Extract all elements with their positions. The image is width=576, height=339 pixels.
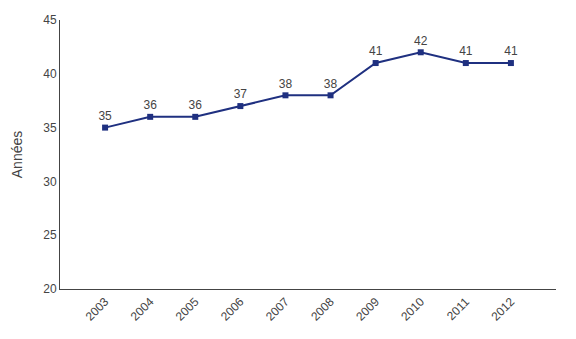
svg-text:41: 41 [459,44,473,58]
svg-text:2009: 2009 [353,295,382,324]
svg-text:37: 37 [234,87,248,101]
svg-text:2007: 2007 [263,295,292,324]
svg-text:25: 25 [43,228,57,242]
svg-text:2010: 2010 [398,295,427,324]
svg-text:38: 38 [279,77,293,91]
svg-text:30: 30 [43,175,57,189]
svg-text:45: 45 [43,13,57,27]
svg-text:36: 36 [144,98,158,112]
svg-text:20: 20 [43,282,57,296]
svg-text:42: 42 [414,34,428,48]
svg-text:35: 35 [43,121,57,135]
svg-text:2008: 2008 [308,295,337,324]
svg-text:41: 41 [369,44,383,58]
svg-text:2005: 2005 [173,295,202,324]
svg-text:Années: Années [9,131,25,178]
svg-text:2004: 2004 [128,295,157,324]
svg-text:41: 41 [504,44,518,58]
svg-text:2011: 2011 [444,295,472,323]
svg-text:38: 38 [324,77,338,91]
svg-text:40: 40 [43,67,57,81]
svg-text:2003: 2003 [83,295,112,324]
svg-text:2012: 2012 [488,295,517,324]
svg-text:35: 35 [98,109,112,123]
svg-text:36: 36 [189,98,203,112]
svg-text:2006: 2006 [218,295,247,324]
